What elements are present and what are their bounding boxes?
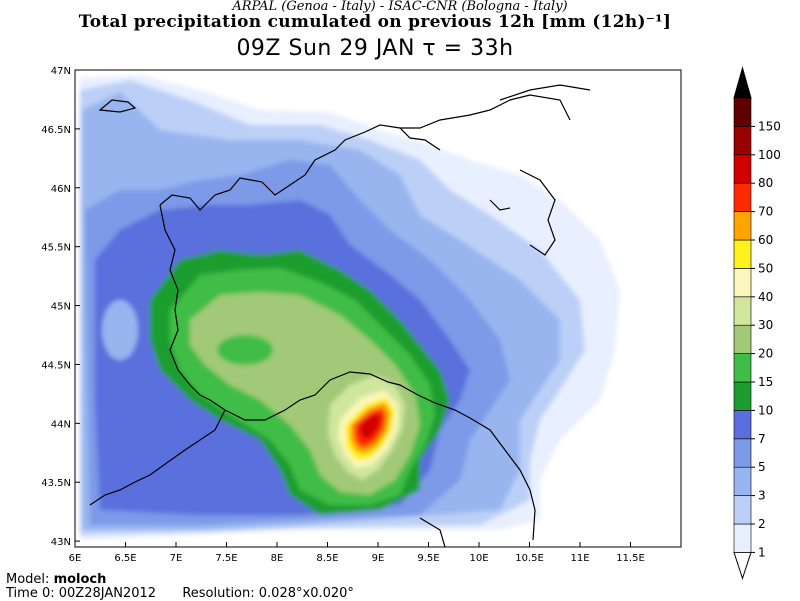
colorbar-swatch [733,438,752,468]
precipitation-field [75,70,681,547]
lat-tick-label: 43.5N [41,478,71,489]
colorbar-label: 5 [758,460,766,474]
colorbar-swatch [733,466,752,496]
lon-tick-label: 9.5E [417,553,439,564]
lat-tick-label: 47N [51,66,71,77]
colorbar-label: 150 [758,119,781,133]
lat-tick-label: 43N [51,537,71,548]
colorbar-swatch [733,126,752,156]
colorbar-label: 2 [758,517,766,531]
colorbar-label: 60 [758,233,773,247]
lat-tick-label: 45.5N [41,243,71,254]
lat-tick-label: 45N [51,302,71,313]
coast-france [89,409,226,506]
colorbar-extend-high [733,66,752,99]
colorbar-label: 15 [758,375,773,389]
po-delta [489,199,511,211]
lon-tick-label: 8E [271,553,284,564]
lon-tick-label: 7E [170,553,183,564]
colorbar-swatch [733,268,752,298]
lon-tick-label: 7.5E [215,553,237,564]
corsica-edge [419,517,446,547]
colorbar-label: 30 [758,318,773,332]
footer-model-value: moloch [53,572,107,587]
colorbar-extend-low [733,551,752,581]
colorbar-label: 100 [758,148,781,162]
precip-area-80mm [360,414,380,440]
lon-tick-label: 8.5E [316,553,338,564]
colorbar-swatch [733,410,752,440]
croatia-coast [519,169,556,256]
colorbar-label: 50 [758,261,773,275]
colorbar-swatch [733,182,752,212]
lat-tick-label: 44N [51,419,71,430]
colorbar-swatch [733,523,752,553]
colorbar-label: 20 [758,347,773,361]
colorbar-swatch [733,381,752,411]
lon-tick-label: 6E [69,553,82,564]
colorbar-swatch [733,324,752,354]
lake-geneva [98,99,137,113]
colorbar-swatch [733,495,752,525]
colorbar-label: 40 [758,290,773,304]
lon-tick-label: 10E [469,553,488,564]
footer-time-label: Time 0: [6,586,55,601]
colorbar: 1 2 3 5 7 10 15 20 30 40 50 60 70 80 100 150 [733,66,781,581]
swiss-lakes [400,94,571,129]
footer-time: Time 0: 00Z28JAN2012 Resolution: 0.028°x… [6,586,354,601]
footer-model-label: Model: [6,572,50,587]
map-axes: 6E 6.5E 7E 7.5E 8E 8.5E 9E 9.5E 10E 10.5E 11E 11.5E… [41,66,645,564]
border-alps-west [159,204,226,411]
lon-tick-label: 11E [570,553,589,564]
lon-tick-label: 6.5E [114,553,136,564]
colorbar-swatch [733,296,752,326]
lat-tick-label: 44.5N [41,360,71,371]
colorbar-label: 1 [758,545,766,559]
footer-model: Model: moloch [6,572,106,587]
colorbar-swatch [733,353,752,383]
title-validity-time: 09Z Sun 29 JAN τ = 33h [236,36,514,61]
colorbar-swatch [733,239,752,269]
colorbar-swatch [733,154,752,184]
colorbar-swatch [733,97,752,127]
austria-line [499,84,591,101]
lon-tick-label: 9E [372,553,385,564]
lon-tick-label: 10.5E [515,553,544,564]
lat-tick-label: 46N [51,184,71,195]
colorbar-swatch [733,211,752,241]
footer-resolution-value: 0.028°x0.020° [258,586,354,601]
colorbar-label: 80 [758,176,773,190]
colorbar-label: 70 [758,205,773,219]
footer-time-value: 00Z28JAN2012 [58,586,157,601]
colorbar-label: 7 [758,432,766,446]
coast-liguria [224,371,536,541]
title-institutions: ARPAL (Genoa - Italy) - ISAC-CNR (Bologn… [232,0,568,14]
lat-tick-label: 46.5N [41,125,71,136]
colorbar-label: 3 [758,489,766,503]
footer-resolution-label: Resolution: [182,586,255,601]
border-france-italy [159,124,441,211]
colorbar-label: 10 [758,403,773,417]
lon-tick-label: 11.5E [616,553,645,564]
coastlines-borders [89,84,591,547]
title-variable: Total precipitation cumulated on previou… [78,12,672,32]
